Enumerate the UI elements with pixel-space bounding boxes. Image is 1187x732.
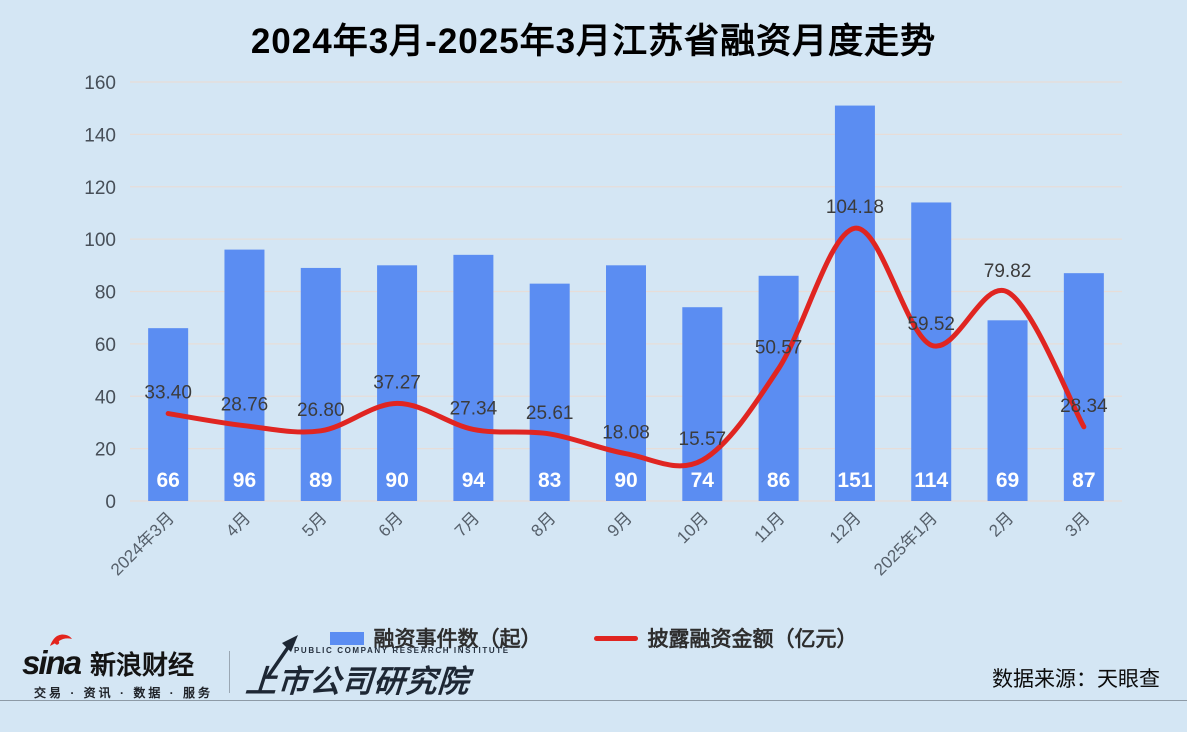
footer-branding: sina 新浪财经 交易 · 资讯 · 数据 · 服务 PUBLIC COMPA…	[22, 634, 510, 701]
line-value-label: 25.61	[526, 403, 574, 424]
y-tick-label: 120	[84, 178, 116, 199]
y-tick-label: 80	[95, 283, 116, 304]
line-value-label: 28.34	[1060, 396, 1108, 417]
legend: 融资事件数（起） 披露融资金额（亿元）	[0, 623, 1187, 653]
bar-value-label: 74	[691, 469, 715, 492]
line-value-label: 79.82	[984, 261, 1032, 282]
line-value-label: 18.08	[602, 423, 650, 444]
footer-divider-line	[0, 700, 1187, 701]
legend-item-bars: 融资事件数（起）	[329, 623, 542, 653]
bar	[453, 254, 494, 501]
line-path	[165, 225, 1087, 469]
bar	[682, 307, 723, 501]
x-tick-label: 11月	[751, 508, 789, 546]
arrow-up-icon	[265, 634, 298, 679]
line-value-label: 27.34	[450, 398, 498, 419]
line-value-label: 50.57	[755, 338, 803, 359]
bar-value-label: 89	[309, 469, 332, 492]
institute-logo: PUBLIC COMPANY RESEARCH INSTITUTE 上市公司研究…	[244, 634, 510, 701]
bar	[987, 320, 1028, 501]
y-tick-label: 140	[84, 125, 116, 146]
bar-value-label: 90	[614, 469, 637, 492]
x-tick-label: 6月	[375, 508, 407, 540]
line-value-label: 37.27	[373, 372, 421, 393]
sina-wordmark: sina	[22, 643, 82, 681]
data-source: 数据来源：天眼查	[992, 668, 1160, 691]
legend-bar-label: 融资事件数（起）	[373, 628, 542, 651]
institute-name-en: PUBLIC COMPANY RESEARCH INSTITUTE	[294, 645, 510, 655]
sina-tagline: 交易 · 资讯 · 数据 · 服务	[34, 685, 213, 700]
x-tick-label: 2月	[985, 508, 1017, 540]
line-value-label: 28.76	[221, 395, 269, 416]
sina-eye-icon	[50, 634, 72, 646]
bar	[377, 265, 418, 501]
y-tick-label: 100	[84, 230, 116, 251]
sina-finance-logo: sina 新浪财经 交易 · 资讯 · 数据 · 服务	[22, 634, 213, 701]
bar-value-label: 114	[914, 469, 948, 492]
y-tick-label: 160	[84, 73, 116, 94]
logo-divider	[229, 651, 230, 693]
institute-name-cn: 上市公司研究院	[244, 663, 472, 699]
line-value-label: 15.57	[679, 429, 727, 450]
x-tick-label: 10月	[673, 508, 712, 547]
bar-value-label: 66	[156, 469, 179, 492]
legend-line-label: 披露融资金额（亿元）	[647, 628, 858, 651]
x-tick-label: 3月	[1062, 508, 1094, 540]
bar	[300, 267, 341, 501]
y-tick-label: 60	[95, 335, 116, 356]
line-value-label: 59.52	[907, 314, 955, 335]
bar-value-label: 86	[767, 469, 790, 492]
line-value-label: 33.40	[144, 383, 192, 404]
legend-line-swatch	[593, 635, 638, 641]
bar-value-label: 87	[1072, 469, 1095, 492]
x-tick-label: 4月	[222, 508, 254, 540]
legend-bar-swatch	[329, 631, 364, 645]
legend-item-line: 披露融资金额（亿元）	[593, 623, 858, 653]
plot-area: 0 20 40 60 80 100 120 140 160 66 96 89 90 94 83 90 74 86 1…	[84, 73, 1122, 579]
x-tick-label: 9月	[604, 508, 636, 540]
line-value-label: 104.18	[826, 197, 884, 218]
bar-value-label: 90	[385, 469, 408, 492]
line-value-label: 26.80	[297, 400, 345, 421]
x-tick-label: 7月	[451, 508, 483, 540]
bar	[834, 105, 875, 501]
x-tick-label: 5月	[298, 508, 330, 540]
bar-value-label: 69	[996, 469, 1019, 492]
chart-title: 2024年3月-2025年3月江苏省融资月度走势	[250, 22, 937, 61]
sina-brand-name: 新浪财经	[90, 649, 195, 680]
y-tick-label: 0	[105, 492, 116, 513]
bar	[224, 249, 265, 501]
bar	[911, 202, 952, 501]
bar-value-label: 96	[233, 469, 256, 492]
bar-value-label: 83	[538, 469, 561, 492]
x-tick-label: 8月	[527, 508, 559, 540]
y-tick-label: 20	[95, 440, 116, 461]
bar-value-label: 151	[837, 469, 872, 492]
bar	[1063, 273, 1104, 501]
x-tick-label: 12月	[826, 508, 865, 547]
bar-value-label: 94	[462, 469, 486, 492]
y-tick-label: 40	[95, 387, 116, 408]
x-tick-label: 2025年1月	[870, 508, 941, 579]
bar	[529, 283, 570, 501]
x-tick-label: 2024年3月	[107, 508, 178, 579]
bar	[606, 265, 646, 501]
